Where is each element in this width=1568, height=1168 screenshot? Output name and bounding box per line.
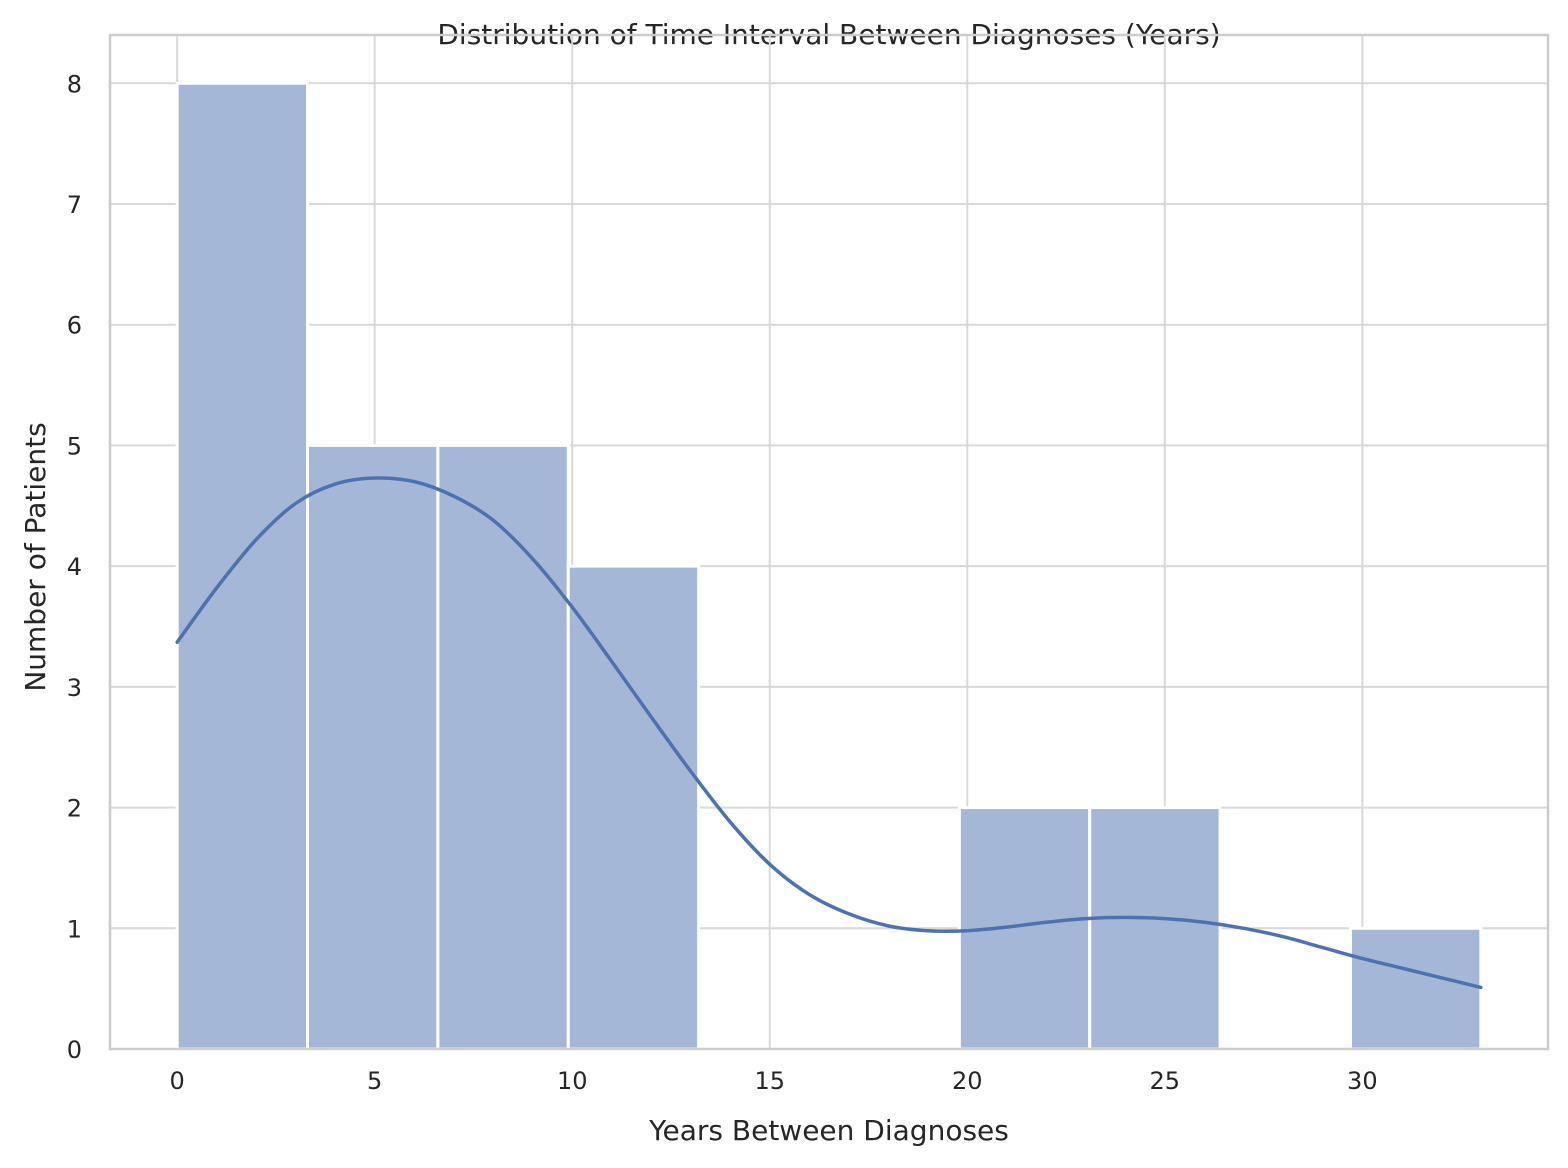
y-tick-label: 3 [67,674,82,702]
x-tick-label: 30 [1347,1067,1378,1095]
x-tick-label: 5 [367,1067,382,1095]
histogram-bar [1088,806,1222,1051]
y-tick-label: 2 [67,795,82,823]
y-tick-label: 7 [67,191,82,219]
histogram-bar [175,81,310,1051]
x-tick-label: 25 [1150,1067,1181,1095]
histogram-bar [1348,926,1483,1051]
x-axis-label: Years Between Diagnoses [648,1114,1009,1147]
y-tick-label: 5 [67,432,82,460]
y-axis-label: Number of Patients [19,422,52,691]
y-tick-label: 6 [67,312,82,340]
kde-curve [175,476,1483,990]
x-tick-label: 10 [557,1067,588,1095]
kde-curve-layer [175,476,1483,990]
histogram-bar [566,564,701,1051]
histogram-bar [436,443,570,1051]
x-tick-label: 0 [170,1067,185,1095]
y-tick-label: 0 [67,1036,82,1064]
y-tick-label: 4 [67,553,82,581]
histogram-bar [306,443,440,1051]
x-tick-label: 15 [754,1067,785,1095]
x-tick-labels: 0 5 10 15 20 25 30 [170,1067,1378,1095]
histogram-bars [175,81,1483,1051]
y-tick-label: 8 [67,70,82,98]
y-tick-labels: 0 1 2 3 4 5 6 7 8 [67,70,82,1064]
y-tick-label: 1 [67,915,82,943]
x-tick-label: 20 [952,1067,983,1095]
plot-frame [108,33,1550,1051]
